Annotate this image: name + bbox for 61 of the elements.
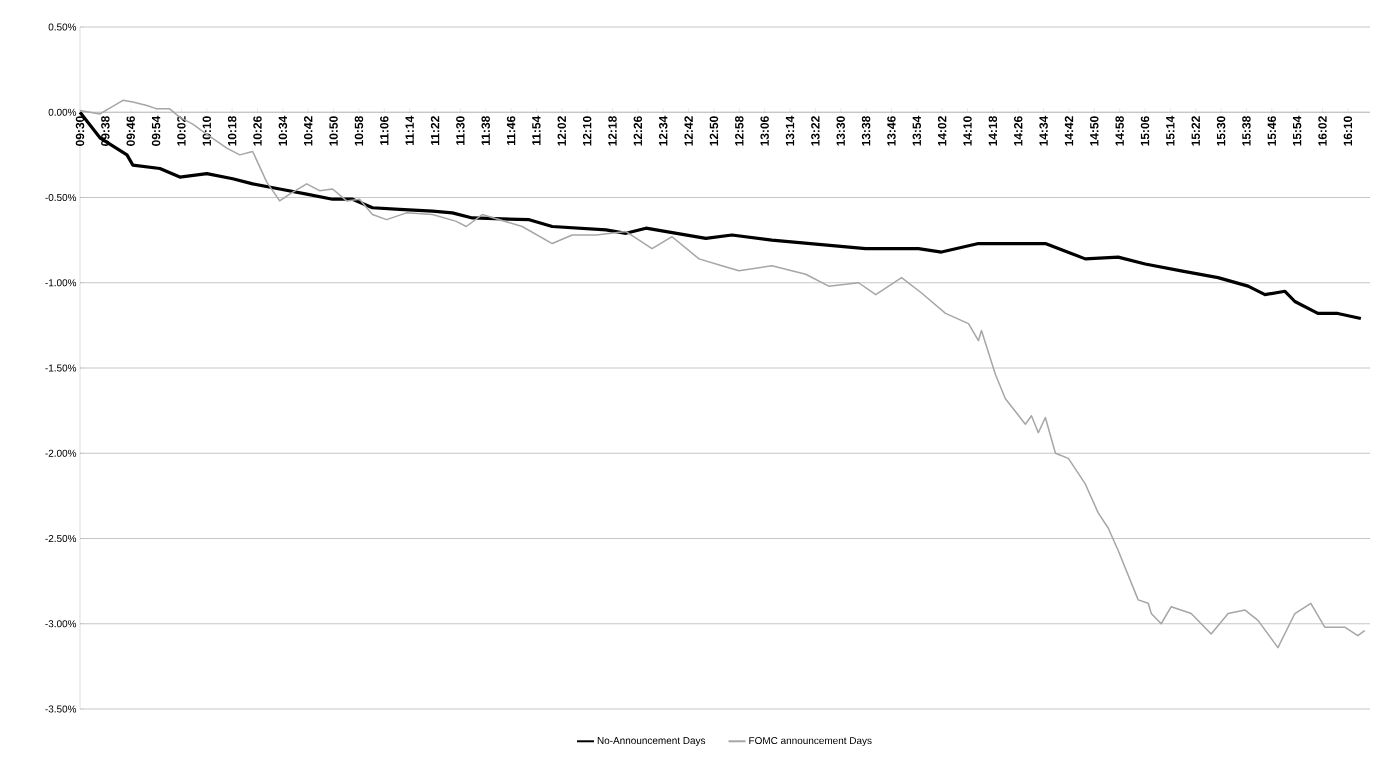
x-tick-label: 10:10 [202, 116, 212, 146]
x-tick-label: 13:06 [760, 116, 769, 146]
x-tick-label: 12:58 [735, 116, 744, 146]
y-tick-label: 0.50% [48, 23, 77, 31]
x-tick-label: 14:10 [963, 116, 972, 146]
y-tick-label: -1.00% [45, 279, 77, 287]
y-tick-label: -1.50% [45, 364, 77, 372]
y-tick-label: -3.50% [45, 705, 77, 713]
x-tick-label: 16:10 [1343, 116, 1353, 146]
x-tick-label: 12:26 [633, 116, 643, 146]
x-tick-label: 13:54 [912, 115, 922, 146]
x-tick-label: 12:10 [582, 116, 592, 146]
legend-label: FOMC announcement Days [749, 737, 872, 747]
y-tick-label: 0.00% [48, 108, 77, 116]
x-tick-label: 14:58 [1115, 116, 1124, 146]
x-tick-label: 14:34 [1039, 115, 1048, 146]
x-tick-label: 13:46 [887, 116, 896, 146]
x-tick-label: 13:30 [836, 116, 845, 146]
x-tick-label: 11:38 [481, 116, 490, 145]
y-tick-label: -2.00% [45, 449, 77, 457]
x-tick-label: 09:54 [151, 115, 161, 146]
x-tick-label: 11:30 [456, 116, 465, 145]
x-tick-label: 15:46 [1267, 116, 1277, 146]
x-tick-label: 15:30 [1216, 116, 1226, 146]
x-tick-label: 14:50 [1090, 116, 1099, 146]
x-tick-label: 10:26 [253, 116, 262, 146]
x-tick-label: 13:38 [861, 116, 871, 146]
x-tick-label: 14:42 [1064, 116, 1074, 146]
legend-label: No-Announcement Days [597, 737, 706, 747]
y-tick-label: -0.50% [45, 193, 77, 202]
x-tick-label: 12:34 [658, 115, 668, 146]
x-tick-label: 11:14 [405, 115, 414, 145]
x-tick-label: 12:18 [608, 116, 617, 146]
x-tick-label: 14:18 [988, 116, 998, 146]
x-tick-label: 15:38 [1242, 116, 1251, 146]
x-tick-label: 13:14 [785, 115, 795, 146]
x-tick-label: 14:02 [937, 116, 947, 146]
x-tick-label: 10:02 [177, 116, 186, 146]
x-tick-label: 09:46 [126, 116, 135, 146]
x-tick-label: 15:54 [1292, 115, 1302, 146]
x-tick-label: 15:22 [1191, 116, 1200, 146]
x-tick-label: 09:30 [75, 116, 85, 146]
y-tick-label: -2.50% [45, 534, 77, 543]
x-tick-label: 11:54 [532, 115, 541, 145]
x-tick-label: 14:26 [1013, 116, 1023, 146]
x-tick-label: 12:42 [684, 116, 693, 146]
x-tick-label: 15:06 [1140, 116, 1150, 146]
x-tick-label: 11:22 [430, 116, 440, 145]
x-tick-label: 11:46 [506, 116, 516, 145]
x-tick-label: 15:14 [1166, 115, 1175, 146]
x-tick-label: 16:02 [1318, 116, 1327, 146]
x-tick-label: 12:50 [709, 116, 719, 146]
x-tick-label: 13:22 [811, 116, 820, 146]
x-tick-label: 11:06 [380, 116, 389, 145]
x-tick-label: 10:58 [354, 116, 364, 146]
x-tick-label: 10:50 [329, 116, 338, 146]
x-tick-label: 12:02 [557, 116, 567, 146]
x-tick-label: 10:42 [303, 116, 313, 146]
y-tick-label: -3.00% [45, 620, 77, 628]
x-tick-label: 10:18 [227, 116, 237, 146]
x-tick-label: 10:34 [278, 115, 288, 146]
